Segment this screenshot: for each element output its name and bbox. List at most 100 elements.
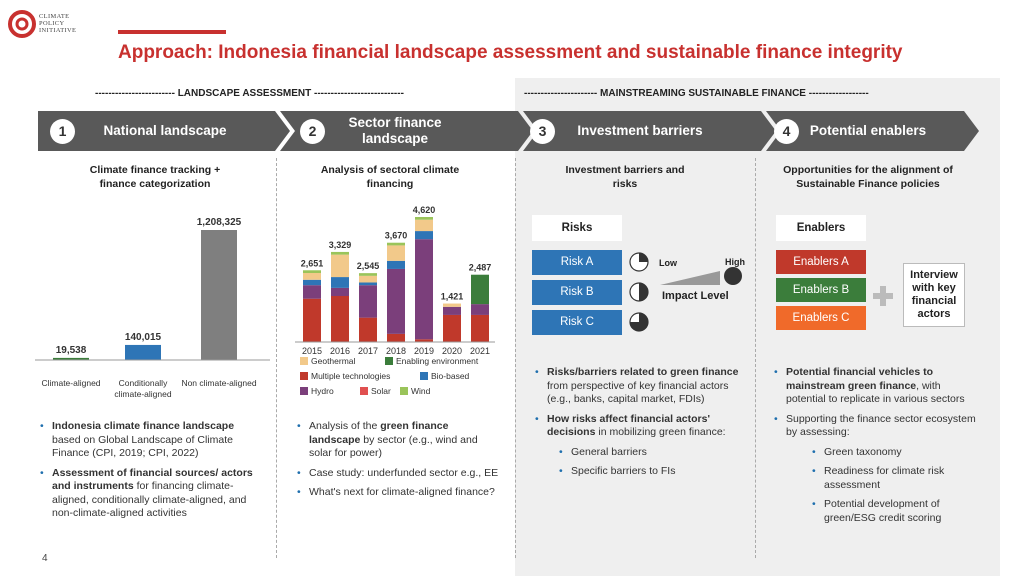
stack-segment: [331, 296, 349, 342]
impact-low-label: Low: [659, 258, 677, 268]
legend-swatch: [300, 372, 308, 380]
column-divider: [755, 158, 756, 558]
legend-label: Hydro: [311, 386, 334, 396]
section-mainstreaming: ---------------------- MAINSTREAMING SUS…: [524, 88, 869, 99]
climate-finance-bar-chart: 19,538 140,015 1,208,325 Climate-aligned Con…: [35, 217, 270, 399]
tick-label: 2019: [414, 346, 434, 356]
stack-segment: [303, 270, 321, 274]
legend-swatch: [300, 357, 308, 365]
data-label: 1,421: [441, 292, 464, 302]
risk-a: Risk A: [532, 250, 622, 275]
stack-segment: [359, 317, 377, 342]
sector-finance-stacked-chart: 2,651 2015 3,329 2016 2,545 2017 3,670 2018 4,62…: [295, 205, 495, 396]
col1-bullets: Indonesia climate finance landscape base…: [38, 420, 263, 527]
tick-label: Climate-aligned: [41, 378, 100, 388]
tick-label: 2015: [302, 346, 322, 356]
list-item: Specific barriers to FIs: [557, 465, 743, 479]
section-landscape-assessment: ------------------------ LANDSCAPE ASSES…: [95, 88, 404, 99]
legend-label: Wind: [411, 386, 431, 396]
stack-segment: [387, 260, 405, 269]
step-3-label: Investment barriers: [577, 123, 703, 138]
stack-segment: [359, 273, 377, 276]
col2-bullets: Analysis of the green finance landscape …: [295, 420, 500, 506]
stack-segment: [415, 217, 433, 220]
stack-segment: [471, 304, 489, 315]
tick-label: Conditionally climate-aligned: [114, 378, 171, 399]
data-label: 3,670: [385, 231, 408, 241]
impact-harvey-balls: [629, 252, 649, 332]
stack-segment: [387, 245, 405, 261]
list-item: Indonesia climate finance landscape base…: [38, 420, 263, 461]
step-1-label: National landscape: [103, 123, 227, 138]
stack-segment: [331, 251, 349, 255]
data-label: 19,538: [56, 345, 87, 356]
stack-segment: [331, 277, 349, 288]
list-item: Potential development of green/ESG credi…: [810, 498, 977, 525]
list-item: General barriers: [557, 446, 743, 460]
stack-segment: [303, 285, 321, 299]
bar: [125, 344, 161, 360]
legend-swatch: [400, 387, 408, 395]
legend-label: Solar: [371, 386, 391, 396]
enablers-c: Enablers C: [776, 306, 866, 330]
tick-label: 2017: [358, 346, 378, 356]
stack-segment: [415, 239, 433, 340]
legend-label: Geothermal: [311, 356, 356, 366]
step-3-number: 3: [530, 119, 555, 144]
subhead-sectoral-financing: Analysis of sectoral climate financing: [320, 164, 460, 190]
subhead-investment-barriers: Investment barriers and risks: [565, 164, 685, 190]
legend-label: Enabling environment: [396, 356, 479, 366]
interview-box: Interview with key financial actors: [903, 263, 965, 327]
data-label: 2,545: [357, 261, 380, 271]
legend-swatch: [385, 357, 393, 365]
subhead-opportunities: Opportunities for the alignment of Susta…: [783, 164, 953, 190]
bar: [201, 230, 237, 360]
stack-segment: [387, 333, 405, 342]
enablers-a: Enablers A: [776, 250, 866, 274]
stack-segment: [415, 339, 433, 342]
page-title: Approach: Indonesia financial landscape …: [118, 42, 903, 63]
data-label: 2,487: [469, 263, 492, 273]
stack-segment: [471, 274, 489, 305]
stack-segment: [415, 219, 433, 232]
legend-label: Bio-based: [431, 371, 470, 381]
stack-segment: [443, 303, 461, 307]
tick-label: 2020: [442, 346, 462, 356]
stack-segment: [415, 231, 433, 240]
list-item: What's next for climate-aligned finance?: [295, 486, 500, 500]
step-4-number: 4: [774, 119, 799, 144]
step-2-label: Sector finance landscape: [348, 115, 442, 146]
tick-label: 2021: [470, 346, 490, 356]
tick-label: 2018: [386, 346, 406, 356]
bar: [53, 357, 89, 360]
stack-segment: [359, 285, 377, 318]
risk-c: Risk C: [532, 310, 622, 335]
stack-segment: [443, 314, 461, 342]
stack-segment: [331, 254, 349, 278]
impact-level-label: Impact Level: [662, 290, 729, 302]
stack-segment: [443, 306, 461, 315]
col4-bullets: Potential financial vehicles to mainstre…: [772, 366, 977, 531]
data-label: 4,620: [413, 205, 436, 215]
stack-segment: [303, 279, 321, 286]
list-item: Risks/barriers related to green finance …: [533, 366, 743, 407]
list-item: Assessment of financial sources/ actors …: [38, 467, 263, 521]
risks-header: Risks: [532, 215, 622, 241]
stack-segment: [387, 242, 405, 246]
legend-swatch: [360, 387, 368, 395]
column-divider: [515, 158, 516, 558]
page-number: 4: [42, 553, 48, 564]
risk-b: Risk B: [532, 280, 622, 305]
impact-scale-icon: [660, 267, 742, 285]
stack-segment: [471, 314, 489, 342]
list-item: Supporting the finance sector ecosystem …: [772, 413, 977, 440]
legend-swatch: [300, 387, 308, 395]
list-item: Readiness for climate risk assessment: [810, 465, 977, 492]
step-4-label: Potential enablers: [809, 123, 927, 138]
list-item: Case study: underfunded sector e.g., EE: [295, 467, 500, 481]
stack-segment: [303, 273, 321, 280]
legend-label: Multiple technologies: [311, 371, 390, 381]
tick-label: 2016: [330, 346, 350, 356]
subhead-climate-finance-tracking: Climate finance tracking + finance categ…: [89, 164, 221, 190]
list-item: Analysis of the green finance landscape …: [295, 420, 500, 461]
